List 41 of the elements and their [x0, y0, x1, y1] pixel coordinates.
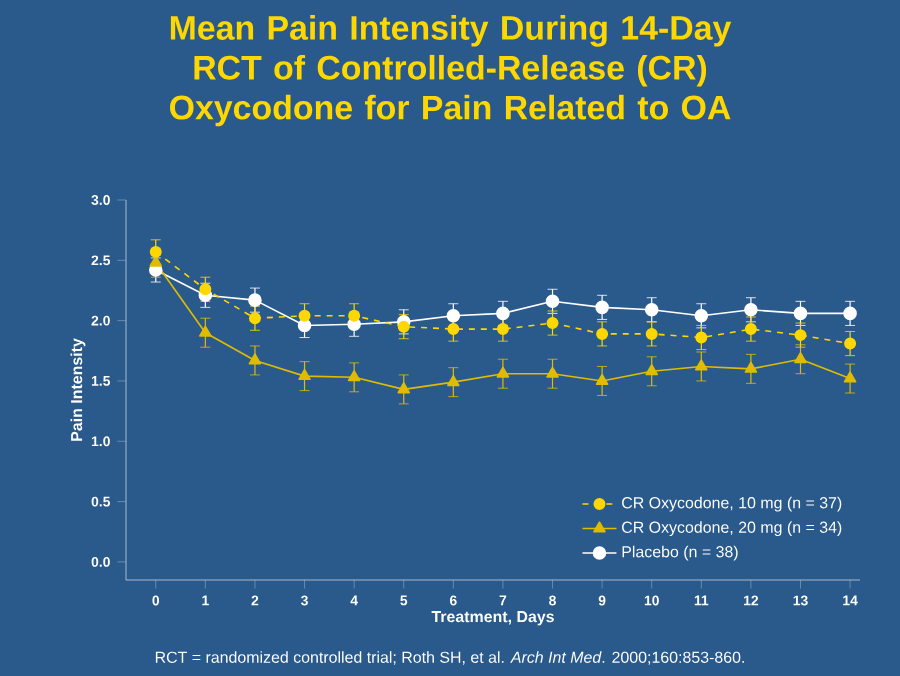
point	[298, 368, 311, 381]
point	[644, 303, 659, 317]
point	[149, 245, 162, 258]
point	[744, 303, 758, 317]
point	[794, 352, 807, 364]
point	[298, 309, 311, 322]
point	[844, 337, 857, 350]
point	[794, 329, 807, 342]
point	[348, 309, 361, 322]
point	[496, 323, 509, 336]
point	[843, 306, 857, 321]
point	[496, 306, 510, 321]
point	[248, 312, 261, 325]
point	[447, 374, 460, 387]
point	[199, 325, 212, 337]
point	[149, 255, 163, 267]
point	[397, 382, 411, 394]
point	[694, 359, 708, 371]
point	[645, 327, 658, 340]
point	[347, 370, 361, 382]
point	[793, 306, 808, 321]
point	[297, 318, 312, 333]
point	[595, 373, 609, 385]
point	[546, 366, 559, 378]
point	[248, 353, 262, 365]
point	[496, 366, 510, 378]
point	[248, 293, 262, 307]
point	[446, 309, 461, 323]
point	[744, 323, 757, 336]
point	[545, 294, 560, 309]
point	[199, 283, 212, 296]
chart-title: Mean Pain Intensity During 14-Day RCT of Controlled-Release (CR) Oxycodone for Pain Related to OA	[170, 15, 732, 127]
point	[645, 364, 659, 376]
point	[694, 309, 709, 323]
point	[695, 331, 708, 344]
point	[447, 323, 460, 336]
point	[546, 317, 559, 330]
point	[843, 371, 857, 383]
point	[595, 300, 609, 315]
point	[744, 361, 758, 373]
point	[596, 327, 609, 340]
